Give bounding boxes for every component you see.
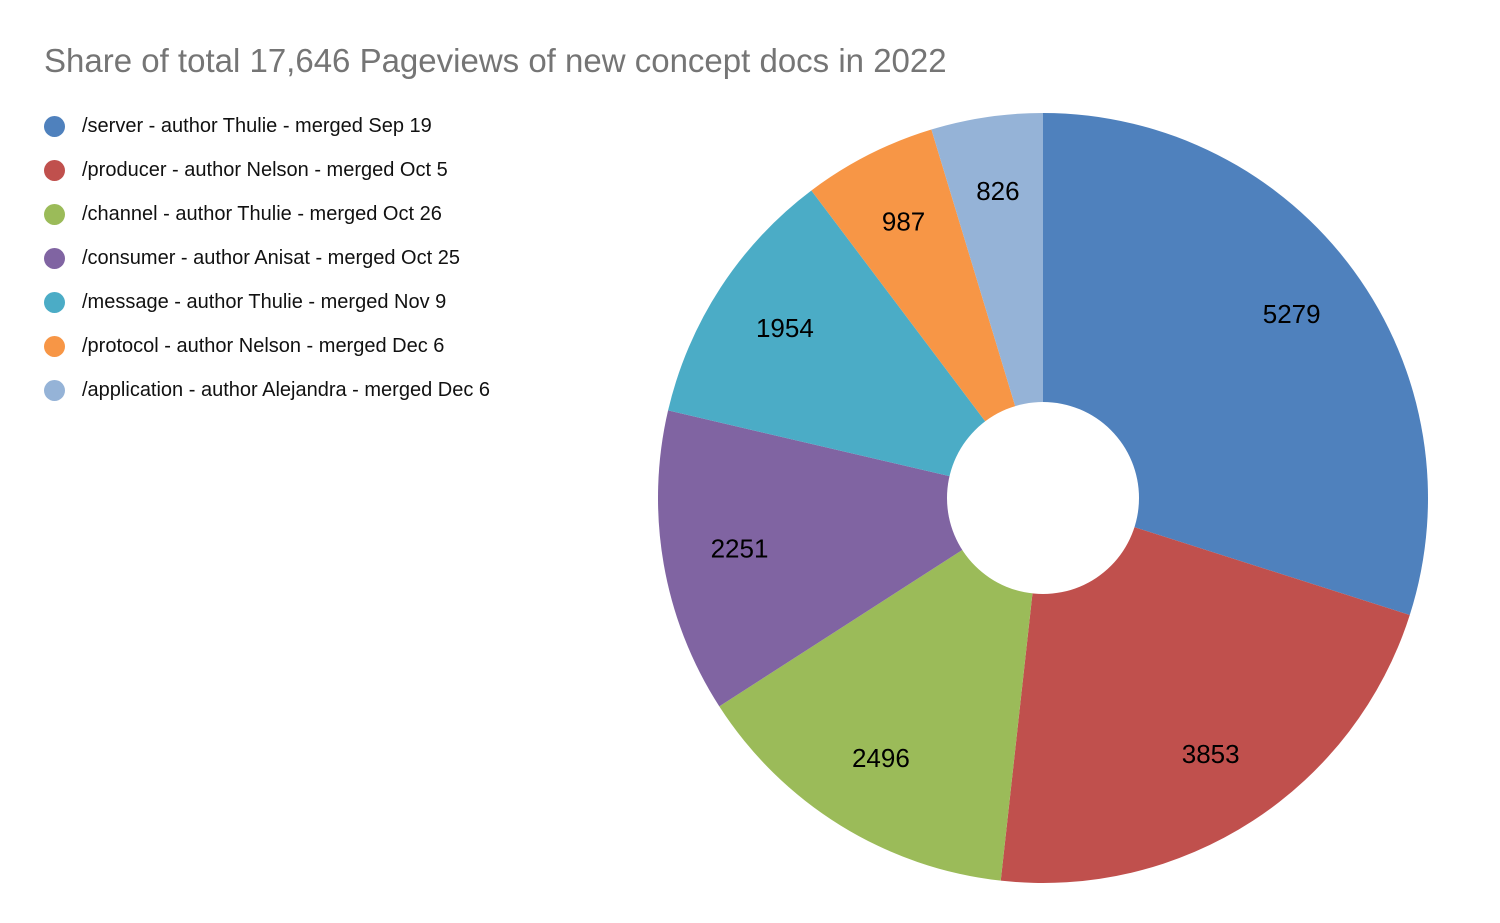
legend-swatch-icon <box>44 379 65 401</box>
legend-swatch-icon <box>44 115 65 137</box>
slice-value-label: 2251 <box>711 533 769 563</box>
legend-item-application: /application - author Alejandra - merged… <box>44 368 490 412</box>
legend-swatch-icon <box>44 159 65 181</box>
legend-item-label: /consumer - author Anisat - merged Oct 2… <box>82 246 460 269</box>
slice-value-label: 826 <box>976 176 1019 206</box>
slice-value-label: 3853 <box>1182 739 1240 769</box>
slice-value-label: 5279 <box>1263 299 1321 329</box>
legend-item-label: /application - author Alejandra - merged… <box>82 378 491 401</box>
legend-item-consumer: /consumer - author Anisat - merged Oct 2… <box>44 236 490 280</box>
legend-swatch-icon <box>44 203 65 225</box>
pie-slice[interactable] <box>719 498 1043 881</box>
legend-swatch-icon <box>44 291 65 313</box>
slice-value-label: 2496 <box>852 743 910 773</box>
legend-item-message: /message - author Thulie - merged Nov 9 <box>44 280 490 324</box>
slice-value-label: 987 <box>882 206 925 236</box>
pie-slice[interactable] <box>657 410 1043 707</box>
legend-swatch-icon <box>44 335 65 357</box>
legend-item-server: /server - author Thulie - merged Sep 19 <box>44 104 490 148</box>
chart-title: Share of total 17,646 Pageviews of new c… <box>44 42 947 79</box>
pie-slice[interactable] <box>1043 113 1429 616</box>
legend-item-label: /message - author Thulie - merged Nov 9 <box>82 290 447 313</box>
pie-slice[interactable] <box>811 129 1043 498</box>
pie-slice[interactable] <box>668 190 1043 498</box>
legend-item-label: /server - author Thulie - merged Sep 19 <box>82 114 432 137</box>
legend: /server - author Thulie - merged Sep 19 … <box>44 104 490 412</box>
pie-slice[interactable] <box>1000 498 1410 883</box>
legend-item-channel: /channel - author Thulie - merged Oct 26 <box>44 192 490 236</box>
donut-hole <box>947 402 1139 594</box>
legend-item-label: /channel - author Thulie - merged Oct 26 <box>82 202 442 225</box>
legend-item-label: /protocol - author Nelson - merged Dec 6 <box>82 334 445 357</box>
legend-swatch-icon <box>44 247 65 269</box>
slice-value-label: 1954 <box>756 313 814 343</box>
pie-slice[interactable] <box>931 113 1043 498</box>
legend-item-label: /producer - author Nelson - merged Oct 5 <box>82 158 448 181</box>
legend-item-protocol: /protocol - author Nelson - merged Dec 6 <box>44 324 490 368</box>
legend-item-producer: /producer - author Nelson - merged Oct 5 <box>44 148 490 192</box>
